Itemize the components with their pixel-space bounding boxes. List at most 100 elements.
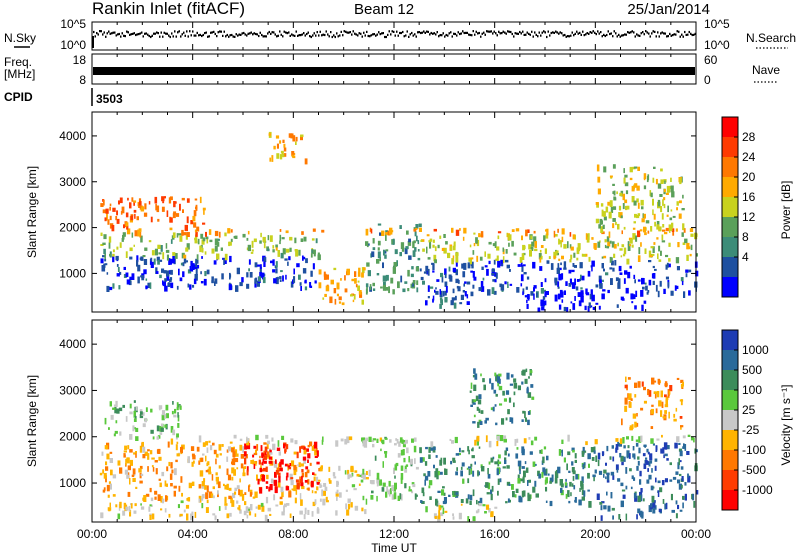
noise-point: [616, 35, 618, 38]
velocity-cell: [678, 458, 680, 466]
power-cell: [104, 253, 106, 260]
noise-point: [643, 33, 645, 36]
velocity-cell: [204, 485, 207, 490]
velocity-cell: [275, 459, 277, 464]
power-cell: [272, 269, 276, 273]
power-cell: [506, 264, 510, 269]
velocity-cell: [609, 456, 612, 460]
noise-point: [571, 31, 573, 34]
power-cell: [461, 263, 465, 269]
velocity-cell: [168, 461, 171, 467]
power-cell: [623, 177, 626, 184]
power-cell: [652, 198, 654, 206]
noise-point: [384, 35, 386, 39]
power-cell: [102, 242, 106, 245]
power-cell: [658, 245, 661, 252]
velocity-cell: [523, 490, 526, 497]
velocity-cell: [645, 460, 649, 465]
power-cell: [129, 202, 132, 209]
velocity-cell: [252, 454, 255, 458]
power-cell: [642, 213, 644, 219]
power-cell: [613, 244, 617, 249]
velocity-cell: [371, 480, 375, 485]
power-cell: [115, 255, 119, 261]
velocity-cell: [307, 487, 310, 491]
velocity-cell: [634, 394, 637, 398]
velocity-cell: [482, 504, 486, 507]
power-cell: [116, 218, 120, 224]
power-cell: [439, 289, 441, 295]
power-cell: [571, 269, 575, 273]
noise-point: [580, 33, 582, 36]
velocity-cell: [476, 435, 480, 442]
noise-point: [496, 34, 498, 37]
velocity-tick-label: 2000: [59, 430, 86, 444]
noise-point: [556, 31, 558, 34]
velocity-cell: [117, 460, 121, 466]
velocity-cell: [300, 445, 305, 449]
noise-point: [502, 30, 504, 33]
velocity-cell: [467, 516, 470, 522]
velocity-cell: [332, 472, 336, 477]
power-cell: [429, 241, 432, 249]
velocity-cell: [127, 445, 130, 450]
velocity-cell: [674, 442, 678, 449]
noise-point: [262, 35, 264, 38]
power-cell: [155, 271, 159, 274]
power-cell: [452, 245, 456, 251]
velocity-cell: [640, 407, 644, 411]
power-cell: [143, 259, 148, 265]
velocity-cell: [154, 460, 158, 463]
velocity-cell: [444, 468, 448, 475]
velocity-cell: [660, 448, 663, 453]
noise-point: [391, 30, 393, 33]
velocity-cell: [634, 495, 638, 502]
power-cell: [233, 236, 236, 239]
velocity-cell: [285, 444, 289, 450]
velocity-cell: [104, 417, 107, 425]
velocity-cell: [277, 481, 281, 488]
velocity-cell: [469, 500, 472, 505]
power-cell: [570, 301, 573, 304]
velocity-cell: [171, 410, 174, 415]
power-cell: [400, 275, 403, 283]
velocity-cell: [524, 461, 527, 465]
power-cell: [574, 234, 576, 240]
velocity-cell: [157, 448, 161, 454]
power-cell: [522, 264, 526, 267]
power-cell: [515, 228, 520, 232]
power-cell: [145, 278, 148, 281]
power-cell: [390, 277, 394, 284]
noise-point: [519, 30, 521, 34]
velocity-cell: [664, 453, 668, 457]
power-cell: [382, 275, 387, 282]
velocity-cell: [164, 508, 167, 513]
velocity-cell: [328, 480, 332, 484]
power-cell: [149, 258, 152, 265]
velocity-cell: [568, 470, 571, 473]
velocity-cell: [545, 468, 548, 474]
velocity-cell: [661, 434, 663, 438]
velocity-cell: [575, 474, 578, 480]
velocity-cell: [135, 436, 139, 441]
velocity-cell: [647, 468, 649, 472]
power-colorbar-segment: [722, 157, 738, 178]
power-cell: [193, 222, 197, 228]
power-cell: [351, 278, 355, 282]
power-cell: [275, 246, 278, 251]
power-cell: [172, 252, 176, 256]
velocity-cell: [107, 494, 110, 498]
power-cell: [372, 288, 376, 291]
velocity-cell: [488, 508, 491, 513]
velocity-cell: [529, 370, 533, 374]
power-colorbar-tick-label: 16: [742, 190, 756, 204]
noise-point: [442, 32, 444, 35]
velocity-cell: [655, 391, 660, 395]
velocity-cell: [472, 447, 474, 452]
velocity-cell: [474, 461, 476, 465]
noise-point: [304, 34, 306, 37]
noise-point: [640, 32, 642, 35]
velocity-cell: [364, 439, 367, 446]
noise-point: [694, 32, 696, 35]
